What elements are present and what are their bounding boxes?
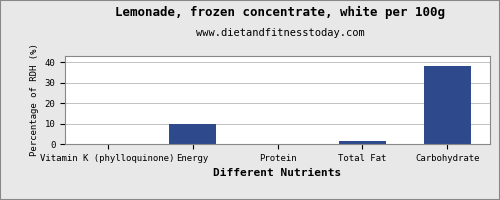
Text: www.dietandfitnesstoday.com: www.dietandfitnesstoday.com: [196, 28, 364, 38]
Bar: [424, 66, 470, 144]
Bar: [169, 124, 216, 144]
X-axis label: Different Nutrients: Different Nutrients: [214, 168, 342, 178]
Text: Lemonade, frozen concentrate, white per 100g: Lemonade, frozen concentrate, white per …: [115, 6, 445, 19]
Y-axis label: Percentage of RDH (%): Percentage of RDH (%): [30, 44, 39, 156]
Bar: [339, 141, 386, 144]
